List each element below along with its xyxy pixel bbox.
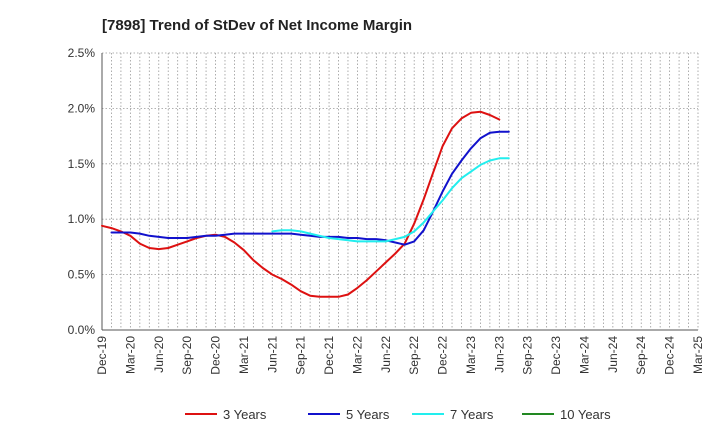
x-tick-label: Mar-24 <box>577 336 591 374</box>
y-tick-label: 2.0% <box>68 101 96 115</box>
series-line <box>271 157 510 243</box>
x-tick-label: Sep-23 <box>521 336 535 375</box>
x-tick-label: Mar-25 <box>691 336 705 374</box>
plot-area <box>102 53 698 330</box>
x-tick-label: Sep-21 <box>294 336 308 375</box>
legend-label: 3 Years <box>223 407 267 422</box>
x-tick-label: Dec-24 <box>663 336 677 375</box>
y-tick-label: 0.5% <box>68 268 96 282</box>
x-axis-ticks: Dec-19 Mar-20 Jun-20 Sep-20 Dec-20 Mar-21 Jun-… <box>95 336 705 375</box>
y-tick-label: 1.0% <box>68 212 96 226</box>
x-tick-label: Jun-24 <box>606 336 620 373</box>
x-tick-label: Dec-19 <box>95 336 109 375</box>
x-tick-label: Jun-23 <box>492 336 506 373</box>
x-tick-label: Dec-22 <box>436 336 450 375</box>
legend: 3 Years 5 Years 7 Years 10 Years <box>185 407 611 422</box>
legend-label: 7 Years <box>450 407 494 422</box>
x-tick-label: Sep-22 <box>407 336 421 375</box>
x-tick-label: Sep-20 <box>180 336 194 375</box>
x-tick-label: Mar-23 <box>464 336 478 374</box>
x-tick-label: Dec-20 <box>209 336 223 375</box>
x-tick-label: Jun-21 <box>265 336 279 373</box>
y-tick-label: 0.0% <box>68 323 96 337</box>
x-tick-label: Mar-22 <box>350 336 364 374</box>
chart-title: [7898] Trend of StDev of Net Income Marg… <box>102 17 412 34</box>
legend-label: 5 Years <box>346 407 390 422</box>
axes <box>101 53 698 331</box>
y-axis-ticks: 0.0% 0.5% 1.0% 1.5% 2.0% 2.5% <box>68 46 96 337</box>
x-tick-label: Mar-21 <box>237 336 251 374</box>
series-line <box>110 130 510 246</box>
x-tick-label: Dec-23 <box>549 336 563 375</box>
grid <box>102 52 699 330</box>
series-lines <box>101 110 510 298</box>
x-tick-label: Jun-22 <box>379 336 393 373</box>
y-tick-label: 2.5% <box>68 46 96 60</box>
series-line <box>101 110 501 298</box>
x-tick-label: Sep-24 <box>634 336 648 375</box>
y-tick-label: 1.5% <box>68 157 96 171</box>
legend-label: 10 Years <box>560 407 611 422</box>
x-tick-label: Jun-20 <box>152 336 166 373</box>
x-tick-label: Dec-21 <box>322 336 336 375</box>
x-tick-label: Mar-20 <box>123 336 137 374</box>
